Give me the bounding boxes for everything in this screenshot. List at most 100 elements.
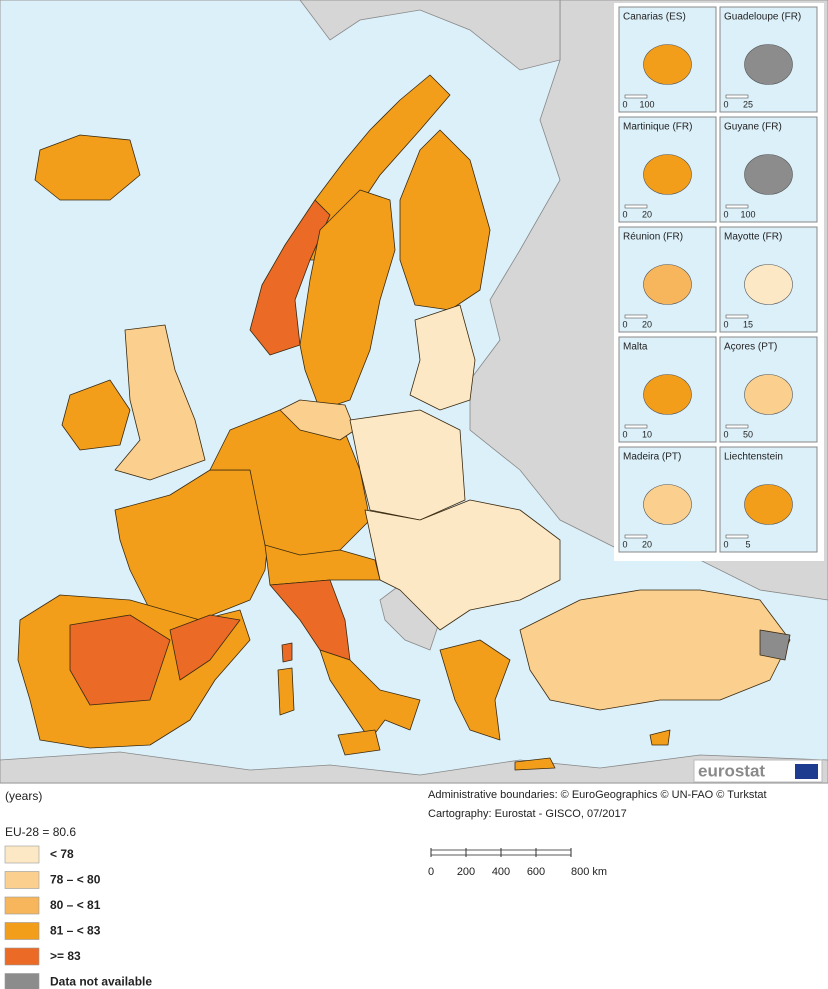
inset-land: [744, 154, 793, 195]
inset-scale-label: 0: [723, 539, 728, 549]
greece: [439, 639, 511, 741]
scale-bar: 0 200 400 600 800 km: [428, 848, 607, 878]
legend-swatch: [4, 922, 40, 940]
poland: [349, 409, 466, 521]
north-africa: [0, 751, 828, 784]
baltics: [409, 304, 476, 411]
scale-label: 800 km: [571, 866, 607, 878]
scale-label: 0: [428, 866, 434, 878]
inset-scale-label: 0: [622, 429, 627, 439]
crete: [514, 757, 556, 771]
inset-title: Canarias (ES): [623, 12, 686, 23]
turkey: [519, 589, 791, 711]
united-kingdom: [114, 324, 206, 481]
inset-scale-label: 25: [743, 99, 753, 109]
inset-scale-label: 0: [723, 209, 728, 219]
turkey-na: [759, 629, 791, 661]
inset-scale-bar: [725, 314, 749, 319]
logo: eurostat: [693, 759, 823, 783]
inset-title: Réunion (FR): [623, 232, 683, 243]
cyprus: [649, 729, 671, 746]
inset-scale-label: 0: [622, 209, 627, 219]
inset-scale-bar: [624, 424, 648, 429]
logo-box: [693, 759, 823, 783]
inset-land: [744, 264, 793, 305]
inset-scale-label: 100: [740, 209, 755, 219]
scale-label: 400: [492, 866, 510, 878]
inset-scale-label: 15: [743, 319, 753, 329]
inset-land: [643, 484, 692, 525]
inset-scale-bar: [725, 204, 749, 209]
inset-title: Martinique (FR): [623, 122, 692, 133]
iceland: [34, 134, 141, 201]
inset-land: [643, 44, 692, 85]
inset-title: Açores (PT): [724, 342, 777, 353]
legend-label: 81 – < 83: [50, 924, 101, 938]
south-italy: [319, 649, 421, 741]
legend-label: Data not available: [50, 975, 152, 989]
inset-scale-bar: [725, 424, 749, 429]
inset-scale-label: 5: [745, 539, 750, 549]
legend-swatch: [4, 973, 40, 989]
inset-title: Mayotte (FR): [724, 232, 782, 243]
inset-title: Malta: [623, 342, 648, 353]
inset-title: Guyane (FR): [724, 122, 782, 133]
credit-line: Administrative boundaries: © EuroGeograp…: [428, 789, 767, 801]
legend-swatch: [4, 896, 40, 915]
inset-land: [744, 484, 793, 525]
logo-text: eurostat: [698, 761, 765, 780]
inset-scale-label: 50: [743, 429, 753, 439]
inset-scale-label: 100: [639, 99, 654, 109]
inset-scale-label: 0: [723, 99, 728, 109]
unit-label: (years): [5, 789, 42, 803]
inset-title: Madeira (PT): [623, 452, 681, 463]
inset-scale-bar: [725, 534, 749, 539]
legend-label: 80 – < 81: [50, 898, 101, 912]
finland: [399, 129, 491, 311]
legend-label: < 78: [50, 847, 74, 861]
inset-scale-bar: [624, 204, 648, 209]
credit-line: Cartography: Eurostat - GISCO, 07/2017: [428, 808, 627, 820]
inset-land: [643, 264, 692, 305]
sweden: [299, 189, 396, 411]
inset-scale-label: 0: [622, 539, 627, 549]
inset-scale-bar: [624, 94, 648, 99]
inset-title: Liechtenstein: [724, 452, 783, 463]
inset-scale-label: 0: [622, 99, 627, 109]
inset-title: Guadeloupe (FR): [724, 12, 801, 23]
inset-scale-bar: [624, 314, 648, 319]
sardinia: [277, 667, 295, 716]
corsica: [281, 642, 293, 663]
legend-swatch: [4, 947, 40, 966]
inset-scale-label: 20: [642, 539, 652, 549]
legend: < 78 78 – < 80 80 – < 81 81 – < 83 >= 83 Data…: [4, 845, 152, 989]
legend-label: 78 – < 80: [50, 873, 101, 887]
inset-land: [643, 374, 692, 415]
inset-scale-bar: [725, 94, 749, 99]
inset-scale-label: 10: [642, 429, 652, 439]
inset-scale-label: 0: [723, 429, 728, 439]
inset-scale-label: 0: [622, 319, 627, 329]
arctic-land: [299, 0, 561, 71]
sicily: [337, 729, 381, 756]
ireland: [61, 379, 131, 451]
scale-label: 200: [457, 866, 475, 878]
legend-swatch: [4, 845, 40, 864]
scale-label: 600: [527, 866, 545, 878]
inset-land: [643, 154, 692, 195]
central-spain: [69, 614, 171, 706]
inset-land: [744, 44, 793, 85]
east-europe: [364, 499, 561, 631]
legend-label: >= 83: [50, 949, 81, 963]
eu-average: EU-28 = 80.6: [5, 825, 76, 839]
catalonia: [169, 614, 241, 681]
eu-flag: [795, 764, 818, 779]
inset-scale-label: 20: [642, 209, 652, 219]
inset-land: [744, 374, 793, 415]
inset-scale-bar: [624, 534, 648, 539]
france: [114, 469, 271, 621]
inset-scale-label: 0: [723, 319, 728, 329]
legend-swatch: [4, 871, 40, 889]
